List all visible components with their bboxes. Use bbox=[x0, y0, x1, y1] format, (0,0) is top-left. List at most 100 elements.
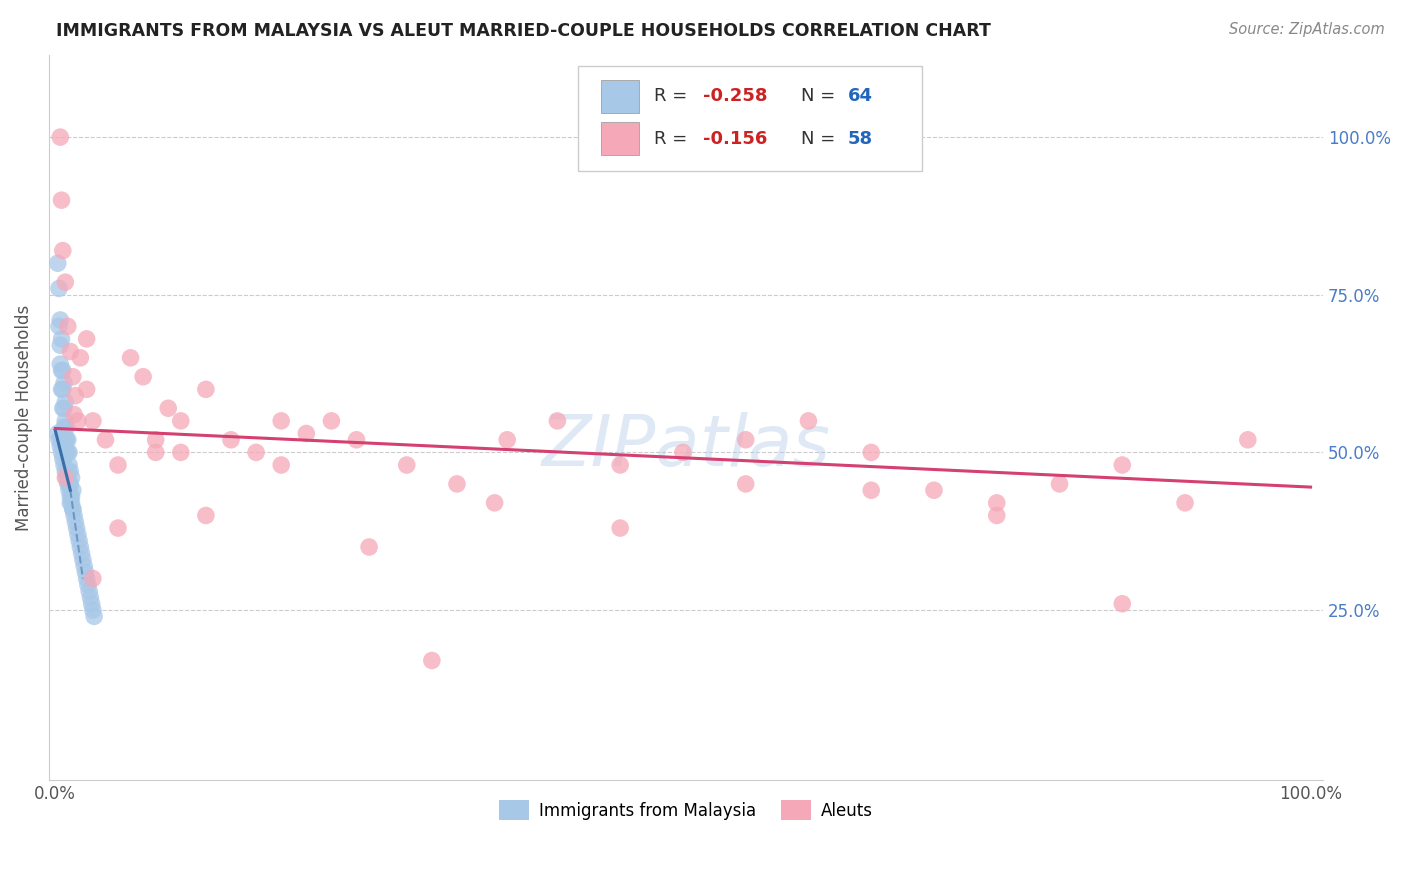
Point bbox=[797, 414, 820, 428]
Text: R =: R = bbox=[654, 87, 693, 105]
Point bbox=[46, 256, 69, 270]
Point bbox=[58, 458, 80, 472]
Point bbox=[65, 515, 87, 529]
Point bbox=[194, 382, 217, 396]
Point bbox=[59, 490, 82, 504]
Point bbox=[59, 496, 82, 510]
Point bbox=[66, 414, 89, 428]
Point bbox=[73, 558, 96, 573]
Point bbox=[860, 483, 883, 498]
Point bbox=[157, 401, 180, 416]
Point bbox=[395, 458, 418, 472]
Text: N =: N = bbox=[801, 129, 841, 147]
Point bbox=[65, 521, 87, 535]
Point bbox=[79, 591, 101, 605]
Point bbox=[51, 332, 73, 346]
Point bbox=[46, 426, 69, 441]
Point bbox=[53, 464, 76, 478]
Legend: Immigrants from Malaysia, Aleuts: Immigrants from Malaysia, Aleuts bbox=[492, 794, 880, 826]
Point bbox=[56, 445, 79, 459]
Point bbox=[170, 445, 193, 459]
Point bbox=[76, 572, 98, 586]
Text: -0.156: -0.156 bbox=[703, 129, 768, 147]
Point bbox=[1049, 477, 1071, 491]
Point bbox=[62, 369, 84, 384]
Point bbox=[65, 389, 87, 403]
Point bbox=[49, 357, 72, 371]
FancyBboxPatch shape bbox=[578, 66, 922, 171]
Point bbox=[145, 445, 167, 459]
Point bbox=[63, 508, 86, 523]
Point bbox=[69, 351, 91, 365]
Point bbox=[52, 382, 75, 396]
Point bbox=[69, 540, 91, 554]
Point bbox=[346, 433, 368, 447]
Point bbox=[53, 376, 76, 390]
Point bbox=[82, 603, 104, 617]
Bar bbox=[600, 80, 638, 112]
Point bbox=[58, 477, 80, 491]
Point bbox=[56, 464, 79, 478]
Text: -0.258: -0.258 bbox=[703, 87, 768, 105]
Point bbox=[62, 502, 84, 516]
Point bbox=[59, 464, 82, 478]
Point bbox=[321, 414, 343, 428]
Point bbox=[986, 508, 1008, 523]
Point bbox=[77, 578, 100, 592]
Point bbox=[66, 527, 89, 541]
Point bbox=[734, 433, 756, 447]
Point bbox=[1111, 597, 1133, 611]
Point bbox=[80, 597, 103, 611]
Point bbox=[609, 521, 631, 535]
Point bbox=[420, 653, 443, 667]
Point bbox=[295, 426, 318, 441]
Point bbox=[49, 130, 72, 145]
Point bbox=[1174, 496, 1197, 510]
Point bbox=[82, 572, 104, 586]
Point bbox=[609, 458, 631, 472]
Point bbox=[52, 244, 75, 258]
Point bbox=[51, 382, 73, 396]
Point bbox=[270, 414, 292, 428]
Point bbox=[56, 433, 79, 447]
Point bbox=[72, 552, 94, 566]
Point bbox=[107, 458, 129, 472]
Point bbox=[484, 496, 506, 510]
Point bbox=[76, 382, 98, 396]
Point bbox=[52, 363, 75, 377]
Point bbox=[51, 363, 73, 377]
Point bbox=[53, 414, 76, 428]
Point bbox=[60, 490, 83, 504]
Bar bbox=[600, 122, 638, 155]
Point bbox=[53, 433, 76, 447]
Point bbox=[120, 351, 142, 365]
Point bbox=[53, 470, 76, 484]
Point bbox=[170, 414, 193, 428]
Point bbox=[49, 439, 72, 453]
Point bbox=[1111, 458, 1133, 472]
Text: 64: 64 bbox=[848, 87, 873, 105]
Point bbox=[55, 470, 77, 484]
Point bbox=[53, 458, 76, 472]
Point bbox=[55, 433, 77, 447]
Point bbox=[145, 433, 167, 447]
Point bbox=[55, 445, 77, 459]
Point bbox=[107, 521, 129, 535]
Text: N =: N = bbox=[801, 87, 841, 105]
Point bbox=[51, 193, 73, 207]
Point bbox=[67, 533, 90, 548]
Point bbox=[48, 319, 70, 334]
Point bbox=[76, 332, 98, 346]
Point bbox=[359, 540, 381, 554]
Point bbox=[60, 470, 83, 484]
Point bbox=[49, 313, 72, 327]
Point bbox=[62, 502, 84, 516]
Point bbox=[219, 433, 242, 447]
Point bbox=[496, 433, 519, 447]
Point bbox=[82, 414, 104, 428]
Point bbox=[860, 445, 883, 459]
Point bbox=[63, 408, 86, 422]
Point bbox=[94, 433, 117, 447]
Point bbox=[132, 369, 155, 384]
Point bbox=[83, 609, 105, 624]
